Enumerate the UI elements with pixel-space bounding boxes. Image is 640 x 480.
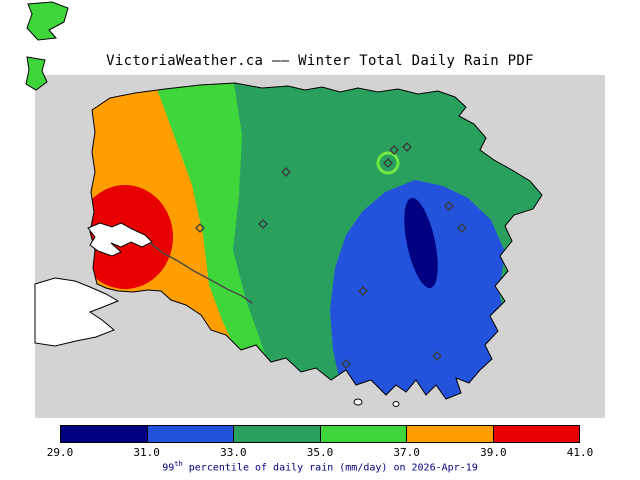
- station-marker-icon: [195, 223, 205, 233]
- colorbar: [60, 425, 580, 443]
- caption-text: percentile of daily rain (mm/day) on 202…: [182, 462, 478, 474]
- colorbar-tick-label: 41.0: [566, 446, 594, 459]
- station-marker-icon: [432, 351, 442, 361]
- colorbar-caption: 99th percentile of daily rain (mm/day) o…: [0, 460, 640, 473]
- colorbar-tick-label: 33.0: [220, 446, 247, 459]
- colorbar-band-navy: [61, 426, 147, 442]
- colorbar-band-blue: [146, 426, 233, 442]
- colorbar-tick-label: 39.0: [480, 446, 507, 459]
- island-north: [26, 1, 69, 41]
- harbour-inlet: [87, 222, 153, 257]
- station-marker-icon: [457, 223, 467, 233]
- station-marker-icon: [341, 359, 351, 369]
- small-island: [353, 398, 363, 406]
- contour-band-31-33: [330, 180, 508, 399]
- station-marker-icon: [281, 167, 291, 177]
- colorbar-band-bright-green: [319, 426, 406, 442]
- colorbar-band-red: [492, 426, 579, 442]
- colorbar-tick-label: 37.0: [393, 446, 420, 459]
- station-marker-icon: [389, 145, 399, 155]
- colorbar-band-orange: [406, 426, 493, 442]
- station-markers: [195, 142, 467, 369]
- map-title: VictoriaWeather.ca —— Winter Total Daily…: [106, 53, 534, 69]
- station-marker-icon: [358, 286, 368, 296]
- colorbar-ticks: 29.0 31.0 33.0 35.0 37.0 39.0 41.0: [0, 446, 640, 459]
- station-marker-icon: [402, 142, 412, 152]
- colorbar-tick-label: 31.0: [133, 446, 160, 459]
- small-island: [392, 401, 400, 407]
- colorbar-tick-label: 29.0: [46, 446, 74, 459]
- caption-superscript: th: [174, 460, 183, 468]
- caption-number: 99: [162, 462, 175, 474]
- contour-band-29-31: [404, 197, 438, 289]
- station-marker-icon: [258, 219, 268, 229]
- island-west: [25, 56, 48, 91]
- rain-contour-map: [25, 1, 605, 418]
- colorbar-band-sea-green: [233, 426, 320, 442]
- land-no-data: [34, 277, 120, 347]
- coastline: [89, 82, 543, 400]
- colorbar-tick-label: 35.0: [306, 446, 334, 459]
- station-marker-icon: [383, 158, 393, 168]
- waterway-line: [149, 242, 253, 304]
- station-marker-icon: [444, 201, 454, 211]
- highlighted-station-ring: [376, 151, 400, 175]
